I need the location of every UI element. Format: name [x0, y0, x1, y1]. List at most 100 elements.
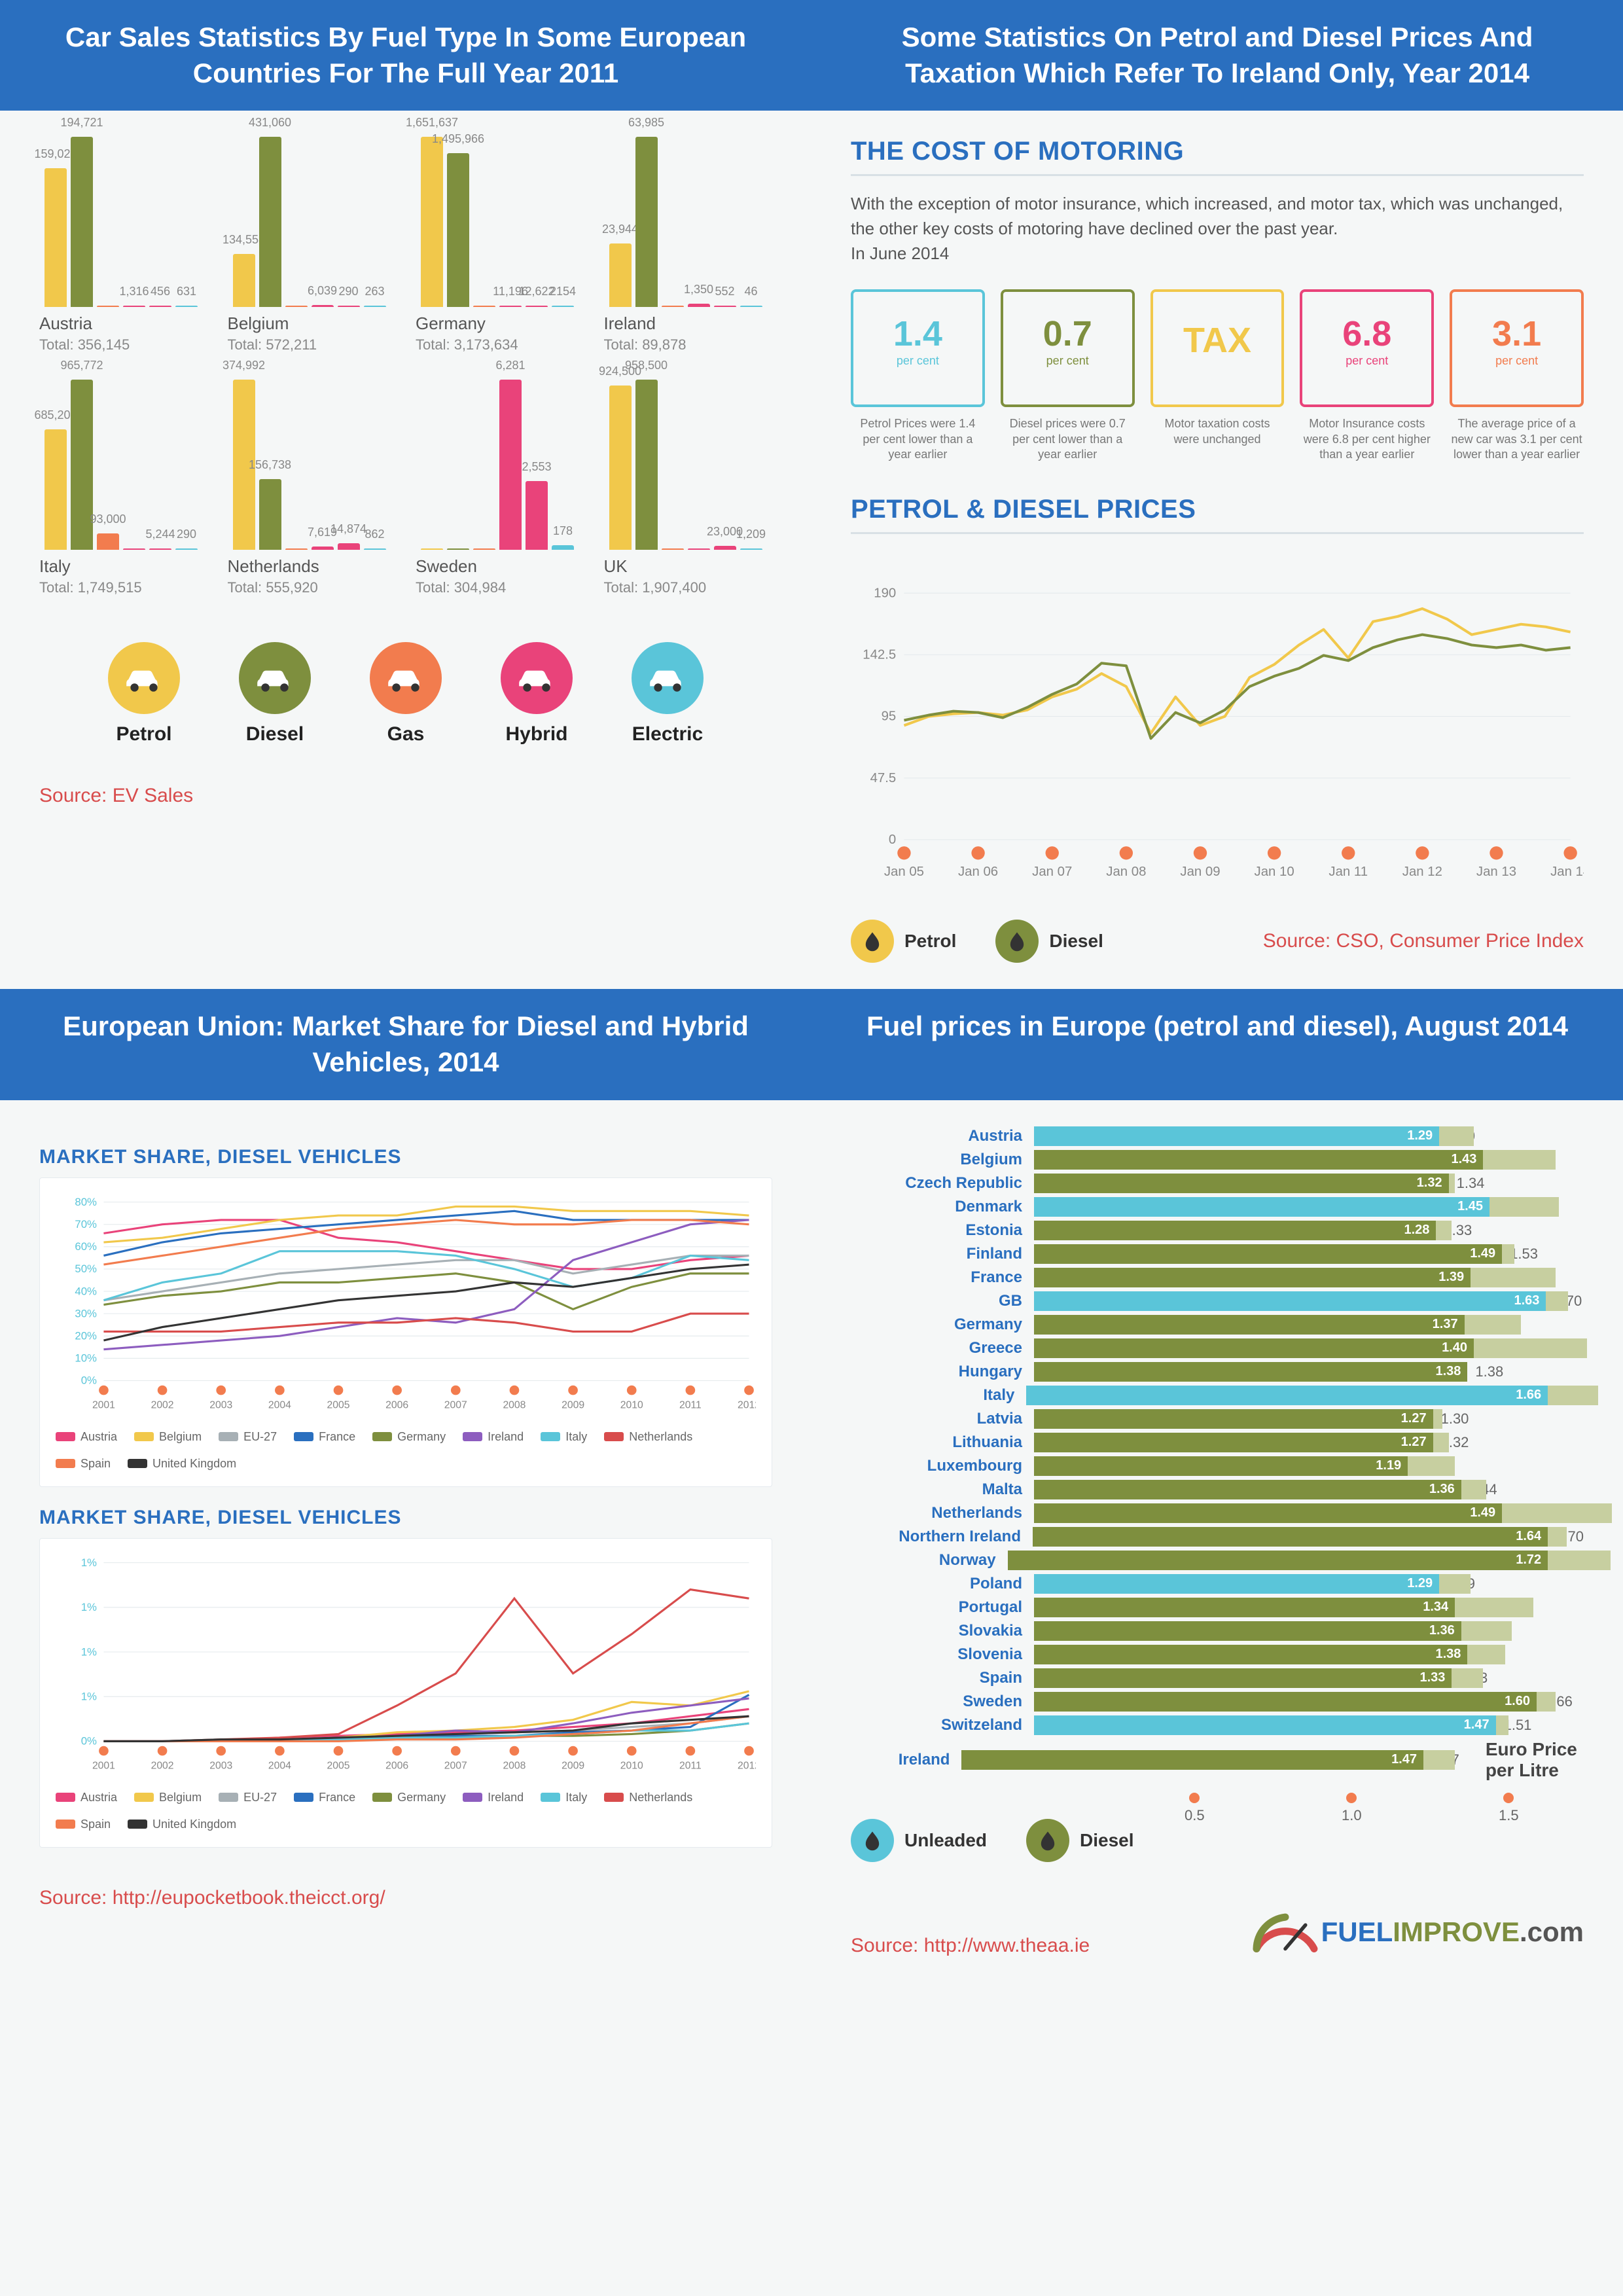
- fuel-price-row: Estonia 1.28 1.33: [851, 1221, 1584, 1240]
- svg-text:1%: 1%: [81, 1556, 97, 1569]
- svg-text:2009: 2009: [562, 1760, 584, 1771]
- svg-text:47.5: 47.5: [870, 771, 897, 785]
- svg-text:1%: 1%: [81, 1690, 97, 1702]
- fuel-prices-legend: Unleaded Diesel: [851, 1819, 1584, 1862]
- cost-card: 3.1per cent The average price of a new c…: [1450, 289, 1584, 462]
- svg-text:2007: 2007: [444, 1760, 467, 1771]
- source-ev-sales: Source: EV Sales: [39, 785, 772, 807]
- fuel-price-row: Slovenia 1.38 1.50: [851, 1645, 1584, 1664]
- svg-text:60%: 60%: [75, 1240, 97, 1253]
- fuel-price-row: Czech Republic 1.32 1.34: [851, 1174, 1584, 1193]
- fuel-price-row: Spain 1.33 1.43: [851, 1668, 1584, 1688]
- mid-header: European Union: Market Share for Diesel …: [0, 989, 1623, 1100]
- fuel-price-row: Portugal 1.34 1.59: [851, 1598, 1584, 1617]
- legend-electric: Electric: [632, 642, 704, 745]
- svg-text:Jan 05: Jan 05: [884, 865, 924, 879]
- fuel-price-row: Latvia 1.27 1.30: [851, 1409, 1584, 1429]
- cost-of-motoring-body: With the exception of motor insurance, w…: [851, 192, 1584, 266]
- fuel-price-row: France 1.39 1.66: [851, 1268, 1584, 1287]
- header-right-title: Some Statistics On Petrol and Diesel Pri…: [812, 0, 1623, 111]
- fuel-price-row: Northern Ireland 1.64 1.70: [851, 1527, 1584, 1547]
- svg-text:Jan 08: Jan 08: [1106, 865, 1146, 879]
- svg-text:2007: 2007: [444, 1399, 467, 1410]
- cost-card: TAX Motor taxation costs were unchanged: [1150, 289, 1285, 462]
- svg-text:10%: 10%: [75, 1352, 97, 1364]
- svg-text:Jan 13: Jan 13: [1476, 865, 1516, 879]
- svg-text:2010: 2010: [620, 1760, 643, 1771]
- svg-text:2003: 2003: [209, 1760, 232, 1771]
- svg-text:2001: 2001: [92, 1399, 115, 1410]
- petrol-icon: [851, 920, 894, 963]
- source-icct: Source: http://eupocketbook.theicct.org/: [39, 1887, 772, 1909]
- svg-text:2012: 2012: [738, 1399, 756, 1410]
- svg-text:95: 95: [882, 709, 897, 724]
- ireland-stats-section: THE COST OF MOTORING With the exception …: [812, 111, 1623, 989]
- svg-text:2011: 2011: [679, 1399, 702, 1410]
- svg-text:80%: 80%: [75, 1196, 97, 1208]
- sales-panel-belgium: 134,558431,0606,039290263BelgiumTotal: 5…: [228, 137, 397, 353]
- fuel-price-row: Greece 1.40 1.76: [851, 1338, 1584, 1358]
- fuel-price-row: Italy 1.66 1.82: [851, 1386, 1584, 1405]
- fuel-price-row: Denmark 1.45 1.67: [851, 1197, 1584, 1217]
- fuel-price-row: Ireland 1.47 1.57 Euro Price per Litre: [851, 1739, 1584, 1781]
- diesel-share-chart: 0%10%20%30%40%50%60%70%80%20012002200320…: [39, 1177, 772, 1487]
- header-left-title: Car Sales Statistics By Fuel Type In Som…: [0, 0, 812, 111]
- fuel-price-row: Lithuania 1.27 1.32: [851, 1433, 1584, 1452]
- svg-text:0: 0: [889, 833, 896, 847]
- svg-text:2002: 2002: [151, 1760, 174, 1771]
- diesel-share-title: MARKET SHARE, DIESEL VEHICLES: [39, 1146, 772, 1168]
- fuel-price-row: Finland 1.49 1.53: [851, 1244, 1584, 1264]
- header2-left: European Union: Market Share for Diesel …: [0, 989, 812, 1100]
- svg-text:2011: 2011: [679, 1760, 702, 1771]
- fuel-price-row: Netherlands 1.49 1.84: [851, 1503, 1584, 1523]
- fuelimprove-logo: FUELIMPROVE.com: [1249, 1908, 1584, 1957]
- svg-text:2010: 2010: [620, 1399, 643, 1410]
- svg-text:142.5: 142.5: [863, 648, 896, 662]
- hybrid-share-chart: 0%1%1%1%1%200120022003200420052006200720…: [39, 1538, 772, 1848]
- cost-card: 1.4per cent Petrol Prices were 1.4 per c…: [851, 289, 985, 462]
- svg-text:0%: 0%: [81, 1734, 97, 1747]
- sales-panel-ireland: 23,94463,9851,35055246IrelandTotal: 89,8…: [604, 137, 773, 353]
- fuel-price-row: Slovakia 1.36 1.52: [851, 1621, 1584, 1641]
- sales-panel-germany: 1,651,6371,495,96611,19612,6222154German…: [416, 137, 584, 353]
- svg-text:2003: 2003: [209, 1399, 232, 1410]
- svg-text:2002: 2002: [151, 1399, 174, 1410]
- source-theaa: Source: http://www.theaa.ie: [851, 1935, 1090, 1957]
- svg-text:2005: 2005: [327, 1760, 350, 1771]
- svg-text:2006: 2006: [385, 1399, 408, 1410]
- svg-text:2004: 2004: [268, 1760, 291, 1771]
- fuel-price-row: Poland 1.29 1.39: [851, 1574, 1584, 1594]
- petrol-diesel-legend: Petrol Diesel Source: CSO, Consumer Pric…: [851, 920, 1584, 963]
- svg-text:2001: 2001: [92, 1760, 115, 1771]
- cost-cards: 1.4per cent Petrol Prices were 1.4 per c…: [851, 289, 1584, 462]
- svg-text:0%: 0%: [81, 1374, 97, 1386]
- cost-of-motoring-title: THE COST OF MOTORING: [851, 137, 1584, 166]
- svg-text:20%: 20%: [75, 1329, 97, 1342]
- sales-panel-italy: 685,209965,77293,0005,244290ItalyTotal: …: [39, 380, 208, 596]
- svg-text:50%: 50%: [75, 1263, 97, 1275]
- fuel-price-row: GB 1.63 1.70: [851, 1291, 1584, 1311]
- sales-panel-austria: 159,027194,7211,316456631AustriaTotal: 3…: [39, 137, 208, 353]
- diesel-icon: [1026, 1819, 1069, 1862]
- sales-panel-uk: 924,500958,50023,0001,209UKTotal: 1,907,…: [604, 380, 773, 596]
- sales-panel-sweden: 6,2812,553178SwedenTotal: 304,984: [416, 380, 584, 596]
- legend-petrol: Petrol: [108, 642, 180, 745]
- svg-text:70%: 70%: [75, 1218, 97, 1230]
- svg-text:2008: 2008: [503, 1399, 526, 1410]
- svg-text:2008: 2008: [503, 1760, 526, 1771]
- car-sales-section: 159,027194,7211,316456631AustriaTotal: 3…: [0, 111, 812, 989]
- svg-text:40%: 40%: [75, 1285, 97, 1297]
- fuel-price-row: Austria 1.29 1.40: [851, 1126, 1584, 1146]
- fuel-price-row: Switzeland 1.47 1.51: [851, 1715, 1584, 1735]
- svg-text:2012: 2012: [738, 1760, 756, 1771]
- svg-text:Jan 06: Jan 06: [958, 865, 998, 879]
- svg-text:2009: 2009: [562, 1399, 584, 1410]
- svg-text:1%: 1%: [81, 1645, 97, 1658]
- svg-text:Jan 14: Jan 14: [1550, 865, 1584, 879]
- source-cso: Source: CSO, Consumer Price Index: [1263, 930, 1584, 952]
- fuel-price-row: Norway 1.72 1.92: [851, 1551, 1584, 1570]
- cost-card: 6.8per cent Motor Insurance costs were 6…: [1300, 289, 1434, 462]
- svg-text:2006: 2006: [385, 1760, 408, 1771]
- unleaded-icon: [851, 1819, 894, 1862]
- fuel-price-row: Hungary 1.38 1.38: [851, 1362, 1584, 1382]
